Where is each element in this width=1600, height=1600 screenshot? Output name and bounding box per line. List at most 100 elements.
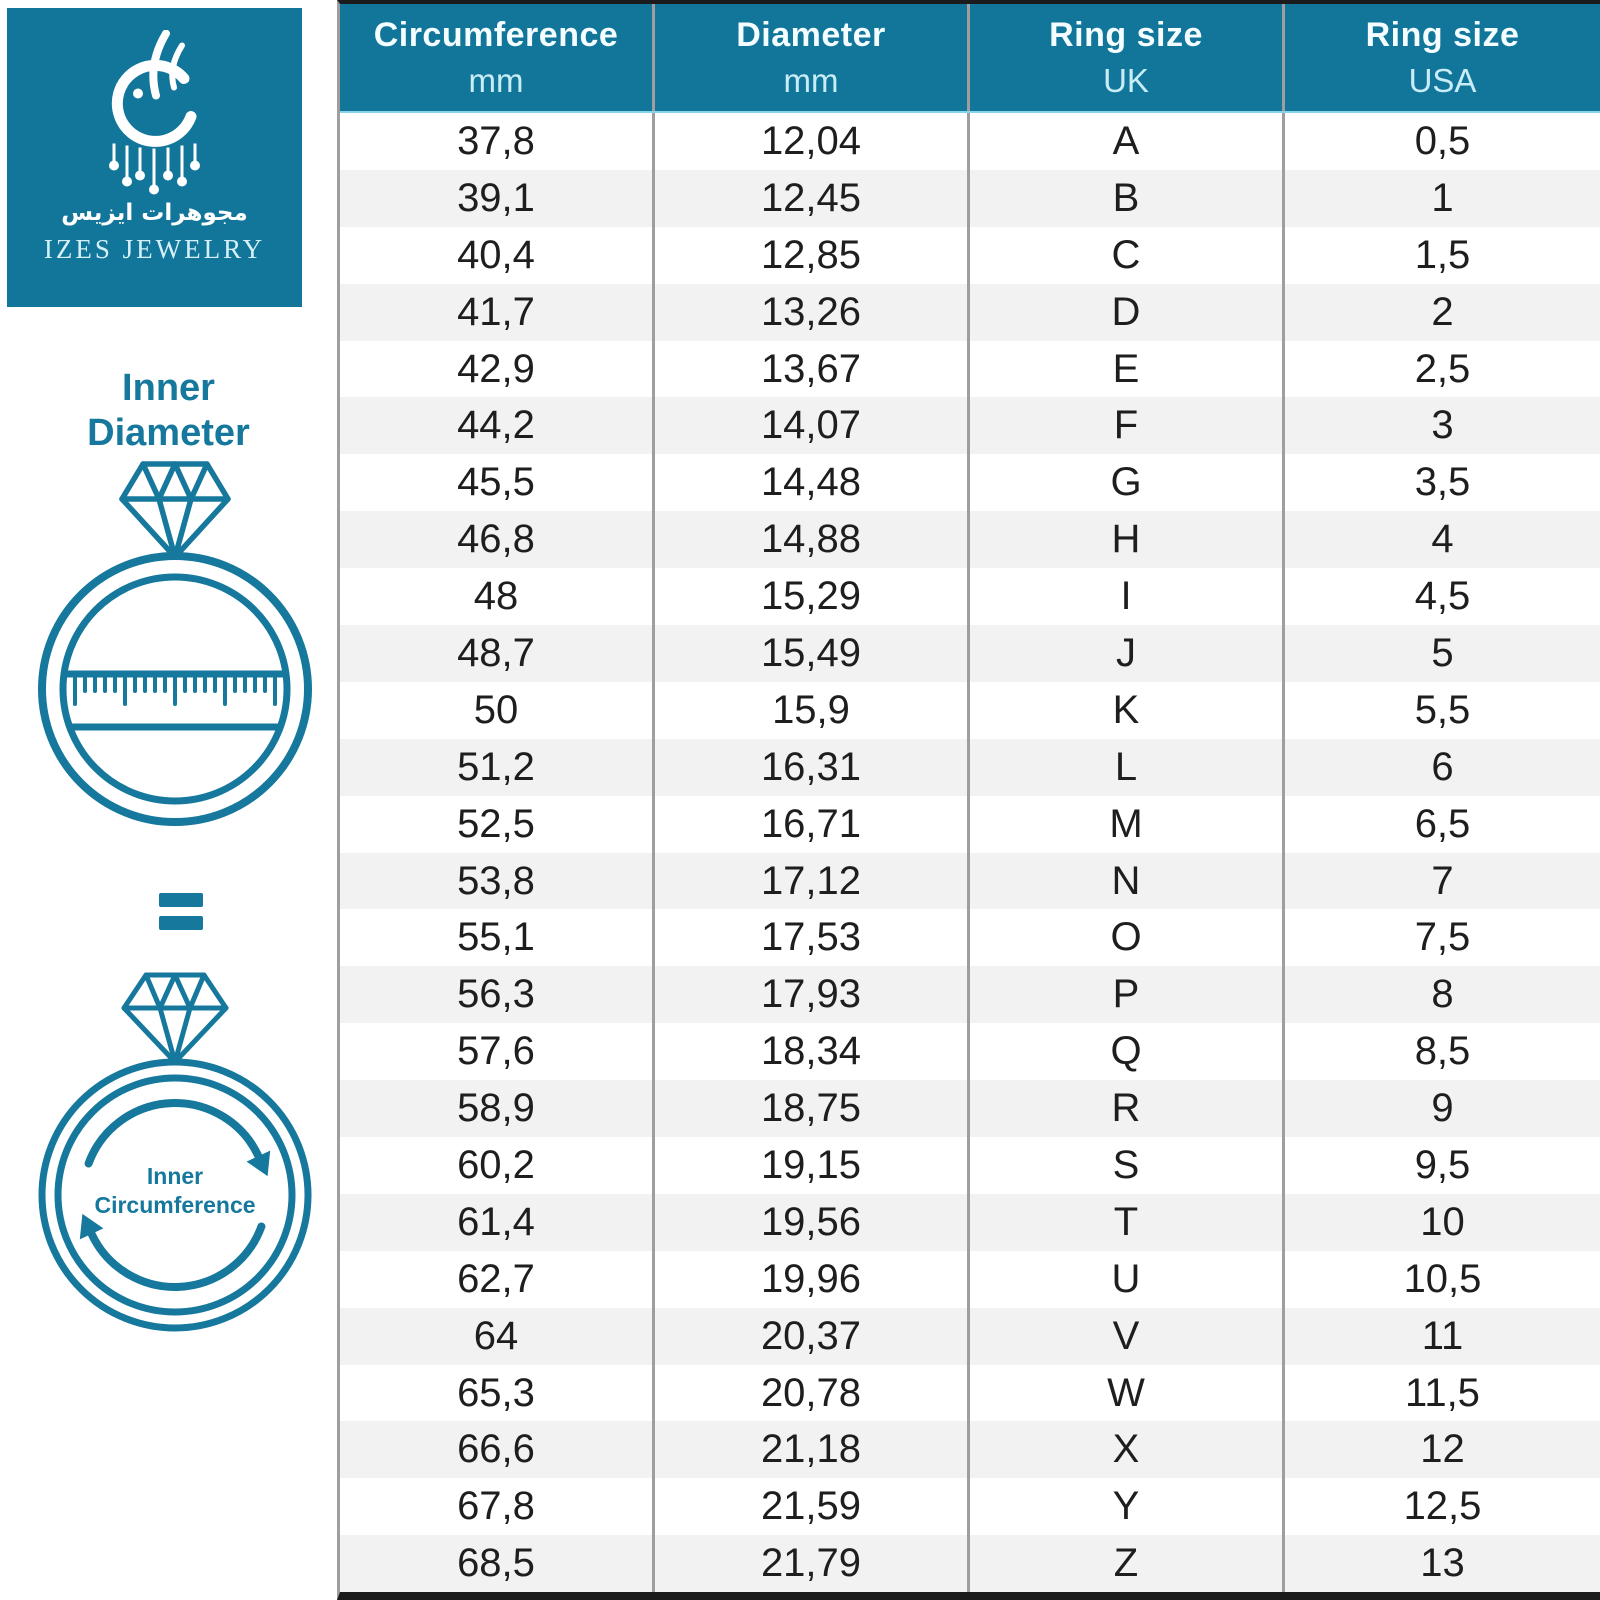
table-cell: 56,3 bbox=[340, 966, 655, 1024]
size-table-body: 37,8 12,04 A 0,5 39,1 12,45 B 1 40,4 12,85 C 1,5 41,… bbox=[340, 113, 1600, 1593]
table-row: 39,1 12,45 B 1 bbox=[340, 169, 1600, 227]
table-cell: 12,04 bbox=[655, 113, 970, 170]
table-cell: 17,12 bbox=[655, 852, 970, 910]
table-cell: 4 bbox=[1431, 517, 1454, 562]
table-row: 68,5 21,79 Z 13 bbox=[340, 1535, 1600, 1593]
table-cell: 5,5 bbox=[1414, 687, 1471, 732]
table-row: 48 15,29 I 4,5 bbox=[340, 568, 1600, 626]
table-row: 48,7 15,49 J 5 bbox=[340, 625, 1600, 682]
table-cell: H bbox=[970, 511, 1285, 569]
table-cell: 67,8 bbox=[340, 1478, 655, 1536]
table-cell: 58,9 bbox=[340, 1080, 655, 1138]
table-cell: 42,9 bbox=[340, 340, 655, 398]
table-row: 42,9 13,67 E 2,5 bbox=[340, 340, 1600, 398]
table-cell: Q bbox=[970, 1023, 1285, 1081]
table-cell: O bbox=[970, 909, 1285, 967]
table-cell: 2 bbox=[1431, 289, 1454, 334]
table-row: 67,8 21,59 Y 12,5 bbox=[340, 1478, 1600, 1536]
table-cell: G bbox=[970, 454, 1285, 512]
table-cell: I bbox=[970, 568, 1285, 626]
table-cell: 20,78 bbox=[655, 1364, 970, 1422]
table-cell: S bbox=[970, 1137, 1285, 1194]
equals-bar-top bbox=[159, 893, 203, 907]
table-cell: 16,31 bbox=[655, 738, 970, 796]
table-cell: D bbox=[970, 283, 1285, 341]
table-row: 55,1 17,53 O 7,5 bbox=[340, 909, 1600, 967]
header-circumference: Circumference mm bbox=[340, 4, 655, 111]
table-cell: V bbox=[970, 1307, 1285, 1365]
table-cell: 66,6 bbox=[340, 1421, 655, 1479]
table-cell: 11,5 bbox=[1405, 1370, 1480, 1415]
table-cell: 12 bbox=[1420, 1427, 1465, 1472]
table-cell: N bbox=[970, 852, 1285, 910]
table-cell: 0,5 bbox=[1414, 118, 1471, 163]
table-cell: C bbox=[970, 226, 1285, 284]
inner-diameter-line2: Diameter bbox=[87, 411, 250, 454]
table-cell: 16,71 bbox=[655, 795, 970, 853]
table-cell: 45,5 bbox=[340, 454, 655, 512]
size-table: Circumference mm Diameter mm Ring size U… bbox=[337, 0, 1600, 1600]
table-cell: 60,2 bbox=[340, 1137, 655, 1194]
table-cell: 55,1 bbox=[340, 909, 655, 967]
brand-name-english: IZES JEWELRY bbox=[43, 234, 266, 264]
table-cell: 10,5 bbox=[1403, 1256, 1482, 1301]
table-cell: 12,45 bbox=[655, 169, 970, 227]
table-row: 58,9 18,75 R 9 bbox=[340, 1080, 1600, 1138]
table-cell: K bbox=[970, 681, 1285, 739]
table-row: 44,2 14,07 F 3 bbox=[340, 397, 1600, 455]
inner-diameter-line1: Inner bbox=[122, 367, 215, 409]
table-cell: 13 bbox=[1420, 1541, 1465, 1586]
table-cell: 2,5 bbox=[1414, 346, 1471, 391]
table-row: 50 15,9 K 5,5 bbox=[340, 681, 1600, 739]
table-cell: 4,5 bbox=[1414, 574, 1471, 619]
table-cell: A bbox=[970, 113, 1285, 170]
table-cell: E bbox=[970, 340, 1285, 398]
table-cell: 10 bbox=[1420, 1199, 1465, 1244]
table-header-row: Circumference mm Diameter mm Ring size U… bbox=[340, 4, 1600, 113]
table-cell: 9 bbox=[1431, 1086, 1454, 1131]
table-cell: 8 bbox=[1431, 972, 1454, 1017]
table-cell: 14,48 bbox=[655, 454, 970, 512]
brand-logo: مجوهرات ايزيس IZES JEWELRY bbox=[7, 8, 302, 307]
table-cell: T bbox=[970, 1193, 1285, 1251]
table-cell: W bbox=[970, 1364, 1285, 1422]
table-cell: 8,5 bbox=[1414, 1029, 1471, 1074]
table-cell: 44,2 bbox=[340, 397, 655, 455]
table-cell: 9,5 bbox=[1414, 1142, 1471, 1187]
table-cell: 18,34 bbox=[655, 1023, 970, 1081]
table-cell: 19,15 bbox=[655, 1137, 970, 1194]
ring-inner-diameter-icon bbox=[38, 461, 312, 826]
inner-diameter-label: Inner Diameter bbox=[0, 366, 337, 456]
table-cell: 17,93 bbox=[655, 966, 970, 1024]
sidebar: مجوهرات ايزيس IZES JEWELRY Inner Diamete… bbox=[0, 0, 337, 1600]
table-cell: 21,79 bbox=[655, 1535, 970, 1593]
table-row: 51,2 16,31 L 6 bbox=[340, 738, 1600, 796]
table-cell: 41,7 bbox=[340, 283, 655, 341]
table-cell: 15,9 bbox=[655, 681, 970, 739]
table-cell: 17,53 bbox=[655, 909, 970, 967]
header-unit: USA bbox=[1408, 61, 1477, 99]
table-cell: 19,56 bbox=[655, 1193, 970, 1251]
header-unit: mm bbox=[783, 61, 839, 99]
header-title: Ring size bbox=[1049, 15, 1203, 54]
table-cell: 21,18 bbox=[655, 1421, 970, 1479]
table-cell: 15,49 bbox=[655, 625, 970, 682]
table-cell: J bbox=[970, 625, 1285, 682]
equals-icon bbox=[159, 893, 203, 939]
table-cell: 6 bbox=[1431, 744, 1454, 789]
table-cell: 65,3 bbox=[340, 1364, 655, 1422]
table-cell: 68,5 bbox=[340, 1535, 655, 1593]
table-cell: 12,5 bbox=[1403, 1484, 1482, 1529]
table-cell: U bbox=[970, 1250, 1285, 1308]
table-cell: 11 bbox=[1421, 1313, 1464, 1358]
table-row: 60,2 19,15 S 9,5 bbox=[340, 1137, 1600, 1194]
table-cell: 40,4 bbox=[340, 226, 655, 284]
table-cell: 3,5 bbox=[1414, 460, 1471, 505]
inner-circumference-label: Inner Circumference bbox=[25, 1162, 325, 1220]
table-cell: 7 bbox=[1431, 858, 1454, 903]
table-cell: 5 bbox=[1431, 630, 1454, 675]
table-row: 45,5 14,48 G 3,5 bbox=[340, 454, 1600, 512]
table-row: 52,5 16,71 M 6,5 bbox=[340, 795, 1600, 853]
equals-bar-bottom bbox=[159, 916, 203, 930]
